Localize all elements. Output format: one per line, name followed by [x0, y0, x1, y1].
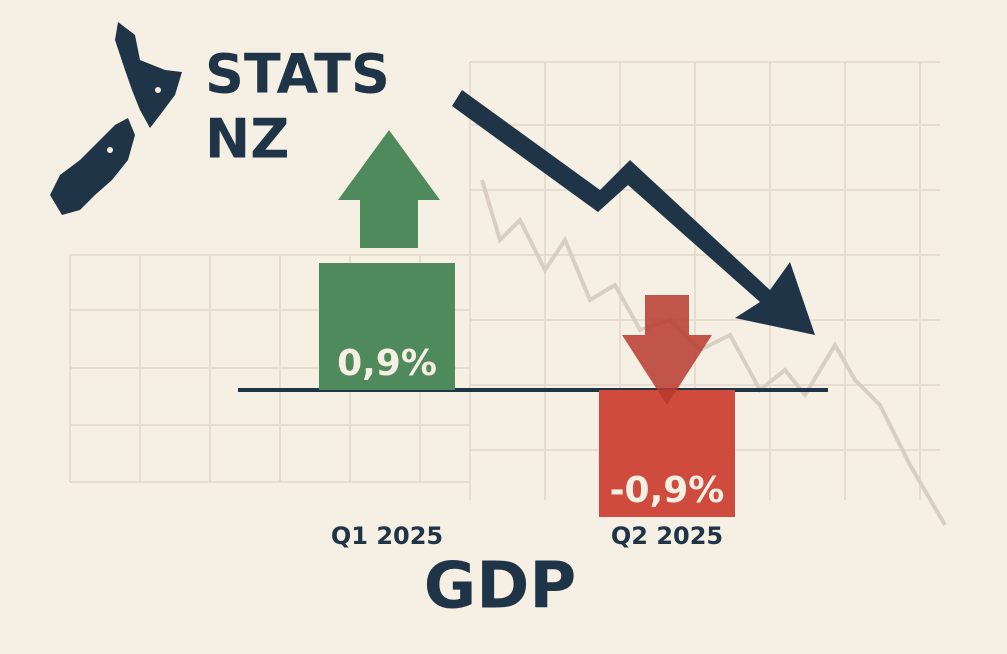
background-grid: [69, 61, 940, 500]
nz-map: [50, 22, 182, 215]
x-tick-label: Q2 2025: [611, 522, 723, 550]
value-label: -0,9%: [610, 470, 725, 511]
x-tick-label: Q1 2025: [331, 522, 443, 550]
bar: [319, 263, 455, 390]
trend-arrow: [452, 90, 815, 335]
up-arrow: [338, 130, 440, 248]
value-label: 0,9%: [337, 343, 437, 384]
chart-title: GDP: [424, 550, 577, 624]
down-arrow: [622, 295, 712, 405]
map-stars: [107, 87, 161, 153]
logo-text: STATS: [205, 43, 390, 106]
bar: [599, 390, 735, 517]
logo-text: NZ: [205, 108, 289, 171]
